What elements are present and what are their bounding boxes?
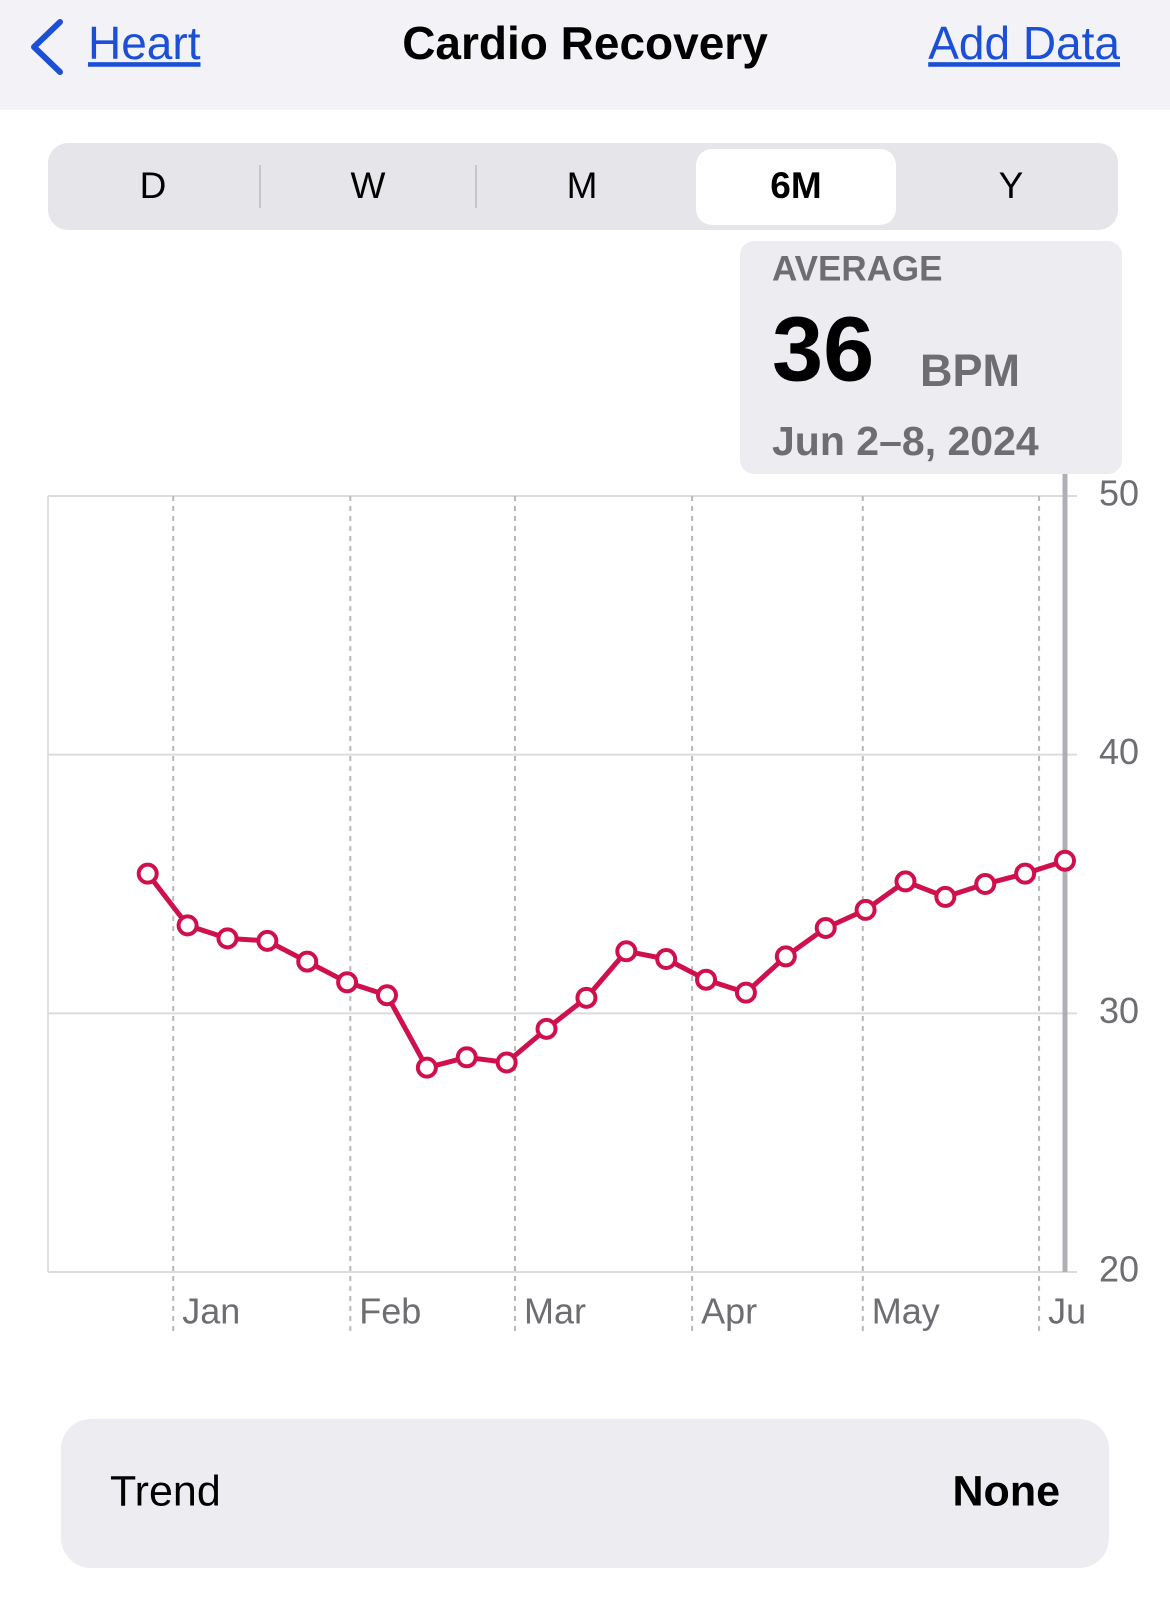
data-point: [256, 929, 279, 952]
x-tick-label: May: [872, 1291, 940, 1332]
data-point: [655, 948, 678, 971]
data-point: [1014, 862, 1037, 885]
data-point: [136, 862, 159, 885]
data-point: [415, 1056, 438, 1079]
data-point: [814, 916, 837, 939]
callout-date: Jun 2–8, 2024: [772, 418, 1039, 464]
data-point: [216, 927, 239, 950]
y-tick-label: 40: [1099, 731, 1139, 772]
segment-label[interactable]: W: [351, 165, 386, 206]
callout: [740, 241, 1122, 474]
trend-label: Trend: [110, 1467, 221, 1515]
x-tick-label: Apr: [701, 1291, 757, 1332]
data-point: [455, 1046, 478, 1069]
segment-label[interactable]: 6M: [770, 165, 821, 206]
data-point: [575, 986, 598, 1009]
callout-unit: BPM: [920, 345, 1020, 396]
segment-label[interactable]: M: [567, 165, 598, 206]
x-tick-label: Jan: [182, 1291, 240, 1332]
nav-title: Cardio Recovery: [402, 17, 768, 69]
nav-bar: [0, 0, 1170, 110]
x-tick-label: Ju: [1048, 1291, 1086, 1332]
data-point: [1054, 849, 1076, 872]
y-tick-label: 20: [1099, 1249, 1139, 1290]
back-link[interactable]: Heart: [88, 17, 201, 69]
data-point: [296, 950, 319, 973]
data-point: [894, 870, 917, 893]
y-tick-label: 50: [1099, 473, 1139, 514]
data-point: [535, 1017, 558, 1040]
segment-label[interactable]: D: [140, 165, 167, 206]
data-point: [376, 984, 398, 1007]
segment-selected[interactable]: [696, 149, 896, 225]
x-tick-label: Mar: [524, 1291, 586, 1332]
chart: 20 30 40 50 Jan Feb Mar Apr May Ju: [47, 473, 1139, 1335]
data-point: [176, 914, 199, 937]
data-point: [774, 945, 797, 968]
data-point: [854, 898, 877, 921]
x-tick-label: Feb: [359, 1291, 421, 1332]
data-point: [734, 981, 757, 1004]
data-point: [615, 940, 638, 963]
data-point: [695, 968, 718, 991]
add-data-link[interactable]: Add Data: [928, 17, 1120, 69]
data-point: [336, 971, 359, 994]
back-chevron[interactable]: [31, 19, 63, 75]
callout-value: 36: [772, 298, 874, 400]
data-point: [974, 873, 997, 895]
y-tick-label: 30: [1099, 990, 1139, 1031]
data-point: [495, 1051, 518, 1074]
callout-label: AVERAGE: [772, 249, 943, 288]
data-point: [934, 885, 957, 908]
trend-row[interactable]: [61, 1419, 1109, 1568]
data-line: [145, 858, 1066, 1071]
segment-label[interactable]: Y: [999, 165, 1024, 206]
trend-value: None: [953, 1467, 1061, 1515]
